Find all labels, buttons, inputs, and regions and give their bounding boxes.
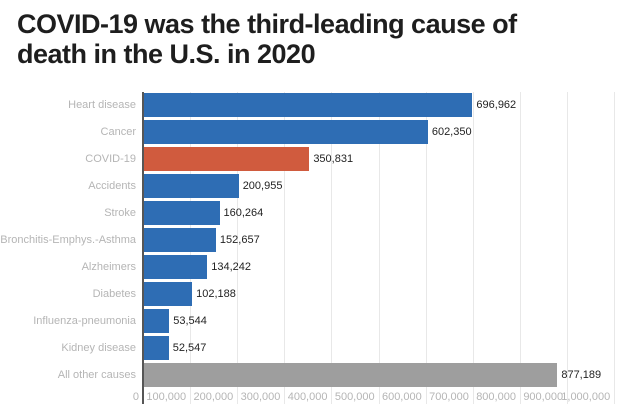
value-label: 134,242 (211, 261, 252, 273)
x-tick-label: 700,000 (429, 391, 469, 403)
value-label: 696,962 (476, 99, 517, 111)
x-tick-label: 400,000 (287, 391, 328, 403)
value-label: 160,264 (223, 207, 264, 219)
bar (144, 174, 239, 198)
value-label: 52,547 (172, 342, 207, 354)
bar (144, 255, 208, 279)
bar (144, 147, 310, 171)
gridline (567, 92, 569, 404)
bar (144, 120, 428, 144)
bar (144, 282, 193, 306)
gridline (425, 92, 427, 404)
y-axis-line (142, 92, 144, 404)
bar (144, 228, 216, 252)
category-label: Heart disease (68, 99, 136, 111)
value-label: 602,350 (431, 126, 472, 138)
value-label: 350,831 (313, 153, 354, 165)
x-tick-label: 600,000 (381, 391, 422, 403)
gridline (614, 92, 616, 404)
chart-title-line-1: COVID-19 was the third-leading cause of (17, 9, 517, 39)
chart-title-line-2: death in the U.S. in 2020 (17, 39, 316, 69)
bar (144, 309, 170, 333)
category-label: Influenza-pneumonia (33, 315, 136, 327)
value-label: 200,955 (242, 180, 283, 192)
category-label: Diabetes (92, 288, 136, 300)
bar (144, 363, 558, 387)
value-label: 53,544 (173, 315, 207, 327)
value-label: 877,189 (561, 369, 602, 381)
category-label: Bronchitis-Emphys.-Asthma (0, 234, 136, 246)
x-tick-label: 500,000 (334, 391, 375, 403)
category-label: All other causes (57, 369, 136, 381)
category-label: Accidents (88, 180, 136, 192)
value-label: 152,657 (219, 234, 260, 246)
x-tick-label: 0 (132, 391, 139, 403)
category-label: Alzheimers (81, 261, 136, 273)
bar (144, 201, 220, 225)
category-label: Kidney disease (61, 342, 136, 354)
x-tick-label: 300,000 (240, 391, 281, 403)
gridline (378, 92, 380, 404)
category-label: Stroke (104, 207, 136, 219)
value-label: 102,188 (196, 288, 236, 300)
category-label: Cancer (100, 126, 136, 138)
x-tick-label: 200,000 (193, 391, 234, 403)
category-label: COVID-19 (85, 153, 136, 165)
gridline (519, 92, 521, 404)
bar (144, 93, 473, 117)
gridline (284, 92, 286, 404)
x-tick-label: 100,000 (146, 391, 187, 403)
gridline (237, 92, 239, 404)
bar (144, 336, 169, 360)
x-tick-label: 800,000 (476, 391, 516, 403)
chart-title: COVID-19 was the third-leading cause of … (17, 9, 632, 69)
x-tick-label: 1,000,000 (561, 391, 611, 403)
x-tick-label: 900,000 (523, 391, 564, 403)
gridline (472, 92, 474, 404)
gridline (331, 92, 333, 404)
